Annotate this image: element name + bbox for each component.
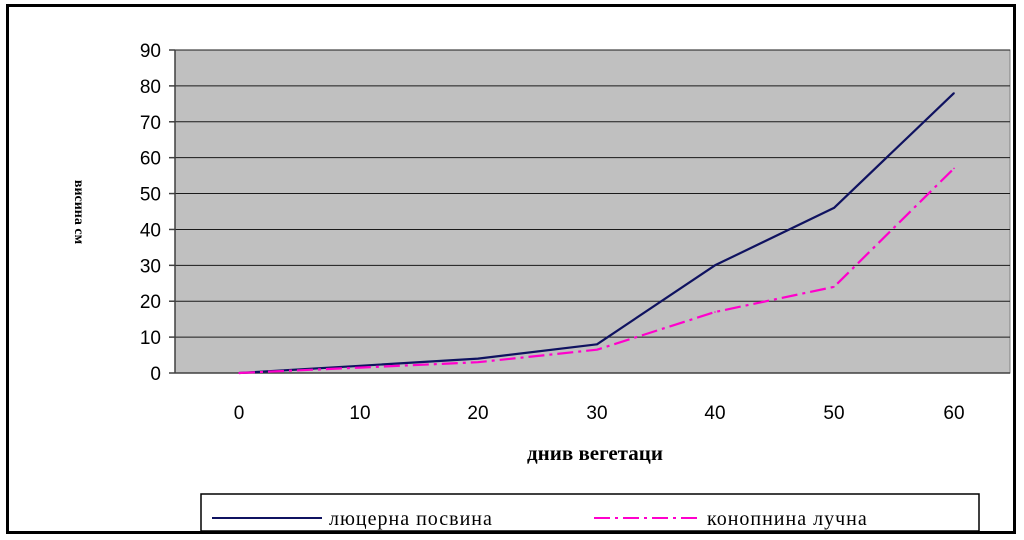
y-tick-label-70: 70: [140, 113, 161, 134]
y-tick-label-90: 90: [140, 41, 161, 62]
line-chart: 0 10 20 30 40 50 60 70 80 90 0 10 20 30 40 50 60 висина…: [71, 41, 1011, 531]
series-1-point-2: [477, 361, 479, 364]
y-tick-labels: 0 10 20 30 40 50 60 70 80 90: [140, 41, 175, 385]
series-1-point-3: [596, 348, 598, 351]
legend-box: [200, 493, 980, 531]
x-tick-label-60: 60: [943, 403, 964, 424]
x-tick-label-0: 0: [234, 403, 245, 424]
series-1-point-5: [833, 286, 835, 288]
gridlines: [175, 49, 1010, 338]
y-tick-label-40: 40: [140, 220, 161, 241]
x-tick-label-40: 40: [704, 403, 725, 424]
x-tick-labels: 0 10 20 30 40 50 60: [234, 403, 965, 424]
y-tick-label-20: 20: [140, 292, 161, 313]
y-tick-label-80: 80: [140, 77, 161, 98]
chart-frame: 0 10 20 30 40 50 60 70 80 90 0 10 20 30 40 50 60 висина…: [6, 4, 1016, 534]
legend-label-hemp: конопнина лучна: [707, 508, 868, 530]
series-0-point-6: [953, 92, 955, 94]
series-1-point-4: [714, 311, 716, 313]
series-layer: [238, 92, 955, 375]
series-0-point-3: [596, 343, 598, 346]
x-axis-title: днив вегетаци: [527, 441, 663, 465]
y-tick-label-60: 60: [140, 149, 161, 170]
y-tick-label-0: 0: [150, 364, 161, 385]
legend: люцерна посвина конопнина лучна: [200, 493, 980, 531]
x-tick-label-30: 30: [586, 403, 607, 424]
x-tick-label-20: 20: [467, 403, 488, 424]
x-tick-label-10: 10: [349, 403, 370, 424]
series-0-point-4: [714, 264, 716, 267]
series-1-point-1: [359, 366, 361, 369]
y-tick-label-50: 50: [140, 185, 161, 206]
plot-area: [174, 49, 1011, 374]
y-tick-label-30: 30: [140, 256, 161, 277]
series-0-point-2: [477, 357, 479, 360]
series-1-point-0: [238, 372, 240, 374]
series-1-point-6: [953, 167, 955, 170]
series-0-point-5: [833, 207, 835, 209]
y-tick-label-10: 10: [140, 328, 161, 349]
series-0-point-1: [359, 365, 361, 367]
x-tick-label-50: 50: [823, 403, 844, 424]
y-axis-title: висина см: [71, 180, 86, 245]
legend-label-lucerne: люцерна посвина: [329, 508, 493, 530]
